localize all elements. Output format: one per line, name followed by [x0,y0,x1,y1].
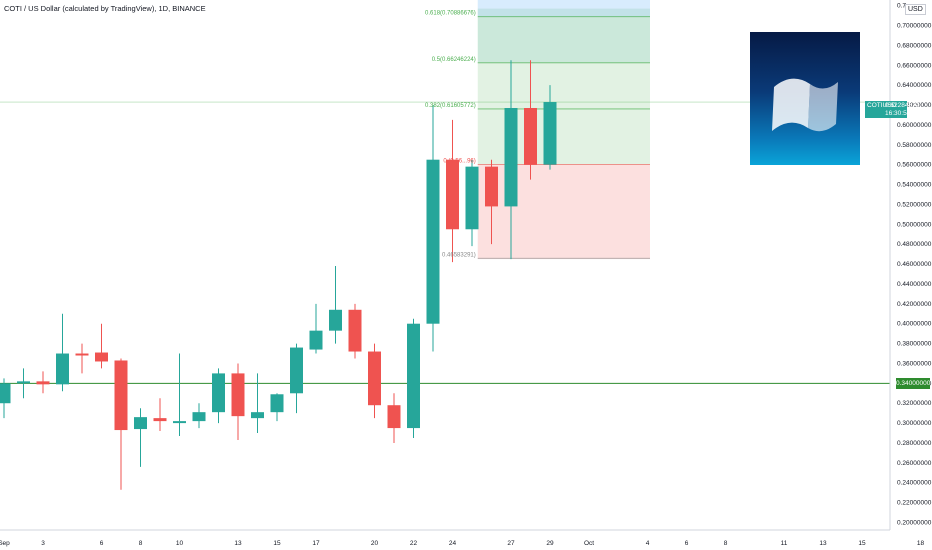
horizontal-line-tag: 0.34000000 [896,378,931,389]
price-tick-19: 0.58000000 [897,142,932,149]
candle-body-24 [446,159,459,230]
time-tick-3: 8 [139,540,143,547]
price-tick-1: 0.22000000 [897,500,932,507]
candle-body-13 [231,373,245,417]
time-tick-20: 18 [917,540,925,547]
candle-body-3 [36,381,50,385]
time-tick-1: 3 [41,540,45,547]
price-tick-13: 0.46000000 [897,261,932,268]
fib-label-0: 0.618(0.70886676) [425,11,476,17]
fib-band-zone [477,16,650,63]
price-tick-10: 0.40000000 [897,321,932,328]
time-tick-16: 8 [724,540,728,547]
time-tick-4: 10 [176,540,184,547]
price-tick-24: 0.68000000 [897,42,932,49]
candle-body-28 [524,108,537,165]
time-tick-17: 11 [781,540,788,547]
fib-label-3: 0.(0.56...96) [443,159,475,165]
time-tick-2: 6 [100,540,104,547]
price-tick-12: 0.44000000 [897,281,932,288]
candle-body-11 [192,412,206,422]
candle-body-4 [56,353,69,385]
time-tick-18: 13 [819,540,827,547]
candle-body-29 [543,102,557,165]
price-tick-25: 0.70000000 [897,23,932,30]
price-tick-21: 0.62000000 [897,102,932,109]
candle-body-16 [290,347,303,394]
bar-countdown: 16:30:58 [885,110,911,117]
price-tick-0: 0.20000000 [897,520,932,527]
candle-body-17 [309,330,323,350]
chart-title: COTI / US Dollar (calculated by TradingV… [4,4,206,13]
candle-body-1 [0,383,11,404]
symbol-label: COTIUSD [867,102,897,109]
currency-button[interactable]: USD [905,4,926,15]
price-tick-11: 0.42000000 [897,301,932,308]
price-tick-26: 0.7 [897,3,906,10]
candle-body-15 [270,394,284,413]
candle-body-26 [485,166,498,207]
candle-body-14 [251,412,264,419]
candle-body-22 [407,323,420,429]
candle-body-20 [368,351,381,406]
price-tick-4: 0.28000000 [897,440,932,447]
time-tick-14: 4 [646,540,650,547]
fib-label-4: 0.46583291) [442,252,476,258]
price-axis[interactable]: 0.20000000 0.22000000 0.24000000 0.26000000… [889,0,932,530]
price-tick-9: 0.38000000 [897,341,932,348]
candle-body-19 [348,309,362,352]
time-tick-8: 20 [371,540,379,547]
time-tick-6: 15 [273,540,281,547]
fib-label-1: 0.5(0.66246224) [432,57,476,63]
time-tick-10: 24 [449,540,457,547]
candle-body-6 [95,352,108,362]
time-tick-15: 6 [685,540,689,547]
price-tick-2: 0.24000000 [897,480,932,487]
candle-body-25 [465,166,479,230]
candle-body-10 [173,421,186,424]
time-tick-13: Oct [584,540,594,547]
time-tick-9: 22 [410,540,418,547]
time-tick-19: 15 [858,540,866,547]
time-tick-0: Sep [0,540,10,547]
candles [0,60,557,490]
candle-body-8 [134,417,147,430]
candle-body-2 [17,381,30,384]
last-price: 0.62284874 [885,102,920,109]
candle-body-18 [329,309,342,331]
candle-body-9 [153,418,167,422]
candle-body-7 [114,360,128,431]
time-tick-5: 13 [234,540,242,547]
coti-logo [750,32,860,165]
candle-body-27 [504,108,518,207]
price-tick-20: 0.60000000 [897,122,932,129]
fib-labels: 0.618(0.70886676) 0.5(0.66246224) 0.382(0.… [425,11,476,259]
price-tick-22: 0.64000000 [897,82,932,89]
price-tick-23: 0.66000000 [897,62,932,69]
price-tick-6: 0.32000000 [897,400,932,407]
position-zones [477,0,650,260]
price-tick-16: 0.52000000 [897,201,932,208]
candle-body-21 [387,405,401,429]
price-tick-15: 0.50000000 [897,221,932,228]
price-tick-14: 0.48000000 [897,241,932,248]
price-tick-8: 0.36000000 [897,360,932,367]
fib-label-2: 0.382(0.61605772) [425,103,476,109]
time-tick-12: 29 [546,540,554,547]
price-tick-5: 0.30000000 [897,420,932,427]
time-tick-7: 17 [312,540,320,547]
fib-top-zone [477,0,650,17]
time-tick-11: 27 [507,540,515,547]
time-axis[interactable]: Sep 3 6 8 10 13 15 17 20 22 24 27 29 Oct 4 6 8 11 13 15 18 [0,529,925,547]
candle-body-23 [426,159,440,324]
candle-body-12 [212,373,225,413]
price-tick-18: 0.56000000 [897,162,932,169]
price-tick-17: 0.54000000 [897,182,932,189]
candle-body-5 [75,353,89,356]
stop-zone [477,164,650,260]
price-tick-3: 0.26000000 [897,460,932,467]
last-price-tag: COTIUSD 0.62284874 16:30:58 [865,101,919,118]
